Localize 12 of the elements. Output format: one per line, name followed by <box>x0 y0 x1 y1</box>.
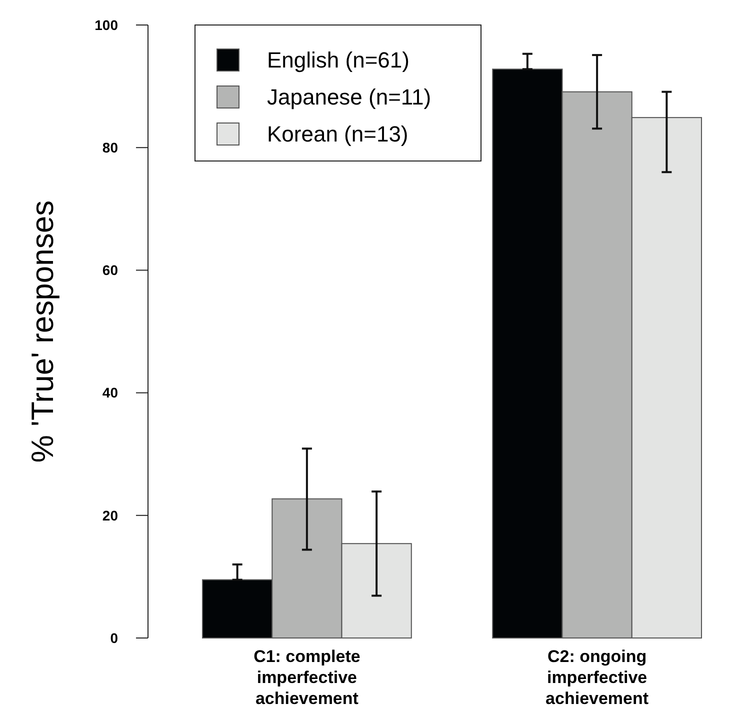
y-tick-label: 0 <box>110 630 118 646</box>
legend-label: Japanese (n=11) <box>267 84 432 110</box>
y-tick-label: 40 <box>102 384 118 401</box>
y-tick-label: 60 <box>102 262 118 278</box>
x-tick-label: C2: ongoing imperfective achievement <box>546 647 649 708</box>
y-tick-label: 100 <box>94 16 118 33</box>
legend-label: Korean (n=13) <box>267 122 408 147</box>
y-axis-title: % 'True' responses <box>25 200 60 463</box>
y-tick-label: 20 <box>102 507 118 524</box>
x-tick-label: C1: complete imperfective achievement <box>254 647 360 708</box>
legend-label: English (n=61) <box>267 48 410 73</box>
y-tick-label: 80 <box>102 140 118 156</box>
